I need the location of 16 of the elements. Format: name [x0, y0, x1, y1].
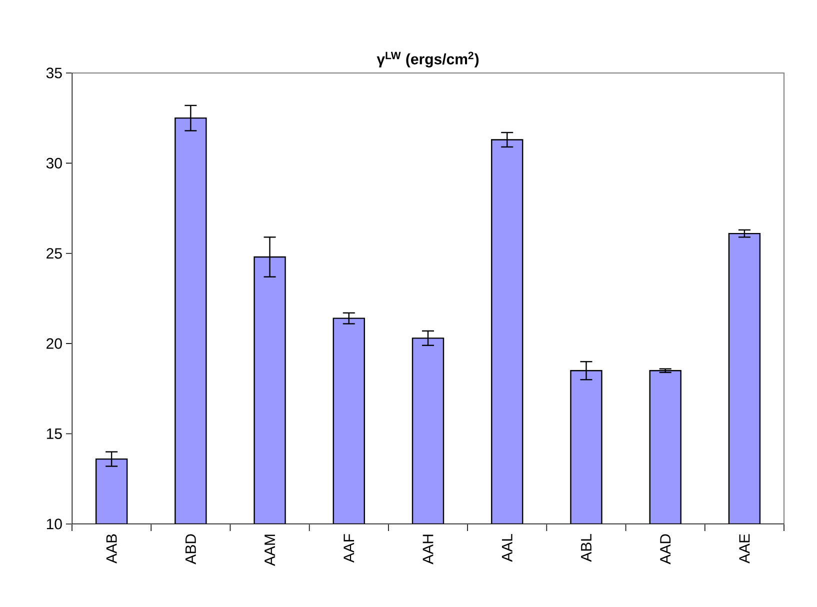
y-tick-label: 25 — [46, 248, 62, 259]
x-tick-label: AAL — [502, 534, 512, 562]
y-tick-label: 10 — [46, 518, 62, 530]
x-tick-label: AAF — [344, 534, 354, 563]
y-tick-label: 20 — [46, 338, 62, 349]
x-tick-label: AAE — [739, 534, 750, 564]
x-tick-label: AAB — [106, 534, 117, 564]
x-tick-label: AAM — [264, 534, 275, 566]
y-tick-label: 30 — [46, 158, 62, 168]
x-tick-label: ABL — [581, 534, 592, 562]
y-tick-label: 35 — [46, 68, 62, 78]
x-tick-label: AAD — [660, 534, 670, 564]
x-tick-label: ABD — [186, 534, 196, 564]
y-tick-label: 15 — [46, 428, 62, 440]
x-tick-label: AAH — [422, 534, 434, 564]
chart-title: γ$^{LW}$ (ergs/cm$^{2}$) — [376, 52, 479, 68]
